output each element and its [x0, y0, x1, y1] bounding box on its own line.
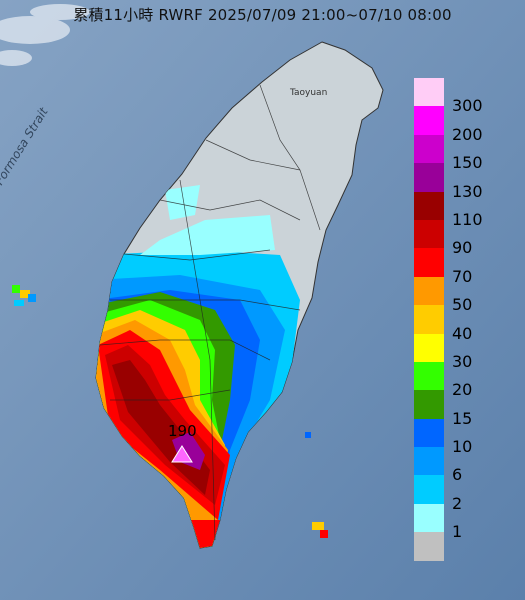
cloud-texture: [0, 4, 90, 66]
legend-row: 150: [414, 134, 514, 172]
county-borders: [99, 84, 321, 541]
legend-label: 50: [452, 295, 473, 315]
legend-swatch: [414, 475, 444, 504]
legend-label: 6: [452, 465, 463, 485]
legend-label: 300: [452, 96, 483, 116]
legend-row: 2: [414, 475, 514, 513]
legend-row: 30: [414, 333, 514, 371]
legend-swatch: [414, 361, 444, 391]
legend-label: 110: [452, 209, 483, 229]
legend-swatch: [414, 447, 444, 476]
map-title: 累積11小時 RWRF 2025/07/09 21:00~07/10 08:00: [73, 6, 452, 24]
legend-swatch: [414, 532, 444, 561]
legend-swatch: [414, 390, 444, 419]
legend-swatch: [414, 418, 444, 448]
rainfall-legend: 300 200 150 130 110 90 70 50 40 30 20 15 10 6 2 1: [414, 78, 514, 561]
legend-row: 20: [414, 361, 514, 399]
offshore-rain-patches: [12, 285, 328, 538]
legend-label: 20: [452, 380, 473, 400]
legend-row: 130: [414, 163, 514, 201]
legend-row: 50: [414, 276, 514, 314]
legend-label: 30: [452, 351, 473, 371]
legend-label: 40: [452, 323, 473, 343]
legend-swatch: [414, 78, 444, 107]
max-value-label: 190: [168, 422, 197, 440]
legend-row: 6: [414, 447, 514, 484]
legend-label: 1: [452, 522, 463, 542]
legend-label: 90: [452, 238, 473, 258]
legend-swatch: [414, 163, 444, 192]
legend-row: [414, 532, 514, 561]
max-marker-icon: [171, 445, 193, 463]
legend-swatch: [414, 503, 444, 533]
legend-row: 40: [414, 305, 514, 343]
legend-label: 200: [452, 124, 483, 144]
legend-row: 90: [414, 219, 514, 257]
city-label: Taoyuan: [290, 88, 328, 98]
legend-row: 110: [414, 191, 514, 229]
legend-swatch: [414, 333, 444, 362]
legend-row: 300: [414, 78, 514, 115]
legend-row: 15: [414, 390, 514, 428]
legend-swatch: [414, 276, 444, 306]
legend-swatch: [414, 248, 444, 277]
legend-label: 130: [452, 181, 483, 201]
legend-swatch: [414, 106, 444, 135]
legend-row: 1: [414, 503, 514, 541]
legend-label: 150: [452, 153, 483, 173]
legend-swatch: [414, 305, 444, 334]
legend-label: 10: [452, 437, 473, 457]
legend-row: 200: [414, 106, 514, 144]
legend-swatch: [414, 134, 444, 164]
legend-label: 15: [452, 408, 473, 428]
legend-swatch: [414, 191, 444, 220]
legend-row: 70: [414, 248, 514, 286]
legend-label: 2: [452, 493, 463, 513]
legend-row: 10: [414, 418, 514, 456]
legend-label: 70: [452, 266, 473, 286]
legend-swatch: [414, 219, 444, 249]
